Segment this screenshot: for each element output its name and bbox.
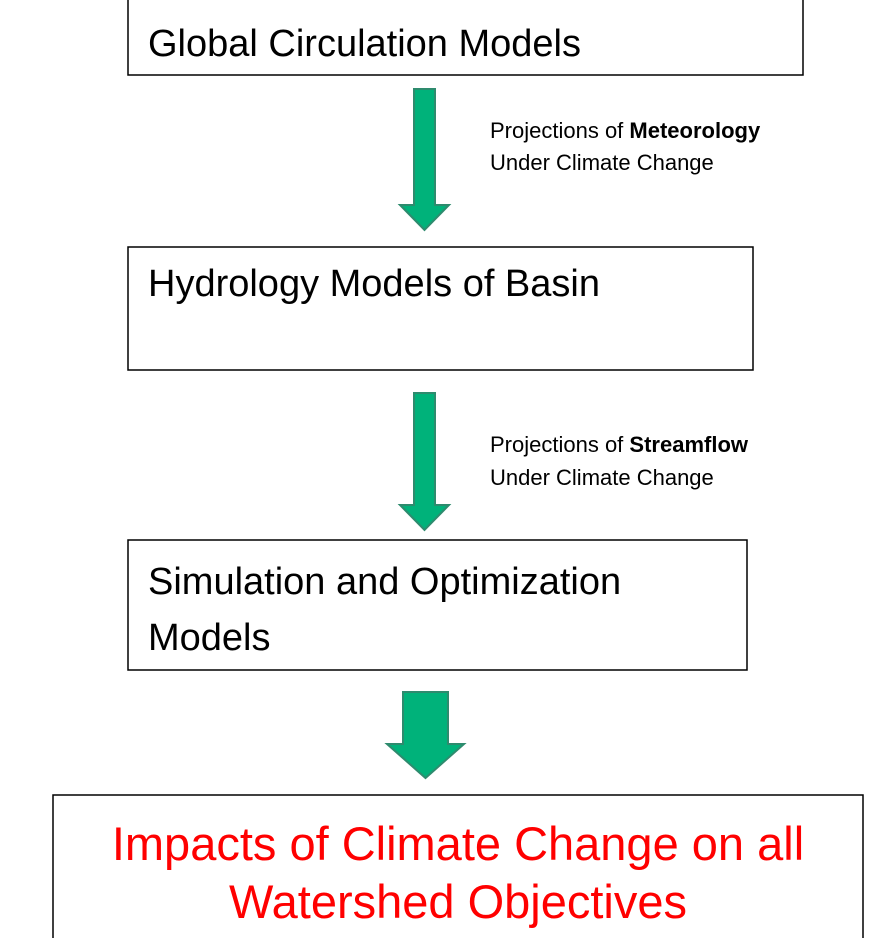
arrow (384, 691, 467, 780)
node-text: Hydrology Models of Basin (148, 263, 600, 305)
edge-label-line2: Under Climate Change (490, 150, 714, 175)
arrow (397, 392, 452, 532)
box-gcm (127, 0, 804, 76)
node-text: Models (148, 617, 271, 659)
node-text: Simulation and Optimization (148, 561, 621, 603)
box-hydrology (127, 246, 754, 371)
edge-label-emphasis: Meteorology (629, 118, 761, 143)
node-text: Watershed Objectives (229, 875, 687, 928)
node-text: Impacts of Climate Change on all (112, 817, 804, 870)
node-text: Global Circulation Models (148, 23, 581, 65)
box-impacts (52, 794, 864, 938)
edge-label-prefix: Projections of (490, 118, 624, 143)
edge-label: Projections of Streamflow (490, 432, 749, 457)
arrow (397, 88, 452, 232)
edge-label-emphasis: Streamflow (629, 432, 748, 457)
edge-label-prefix: Projections of (490, 432, 624, 457)
box-simulation (127, 539, 748, 671)
edge-label: Projections of Meteorology (490, 118, 761, 143)
edge-label-line2: Under Climate Change (490, 465, 714, 490)
